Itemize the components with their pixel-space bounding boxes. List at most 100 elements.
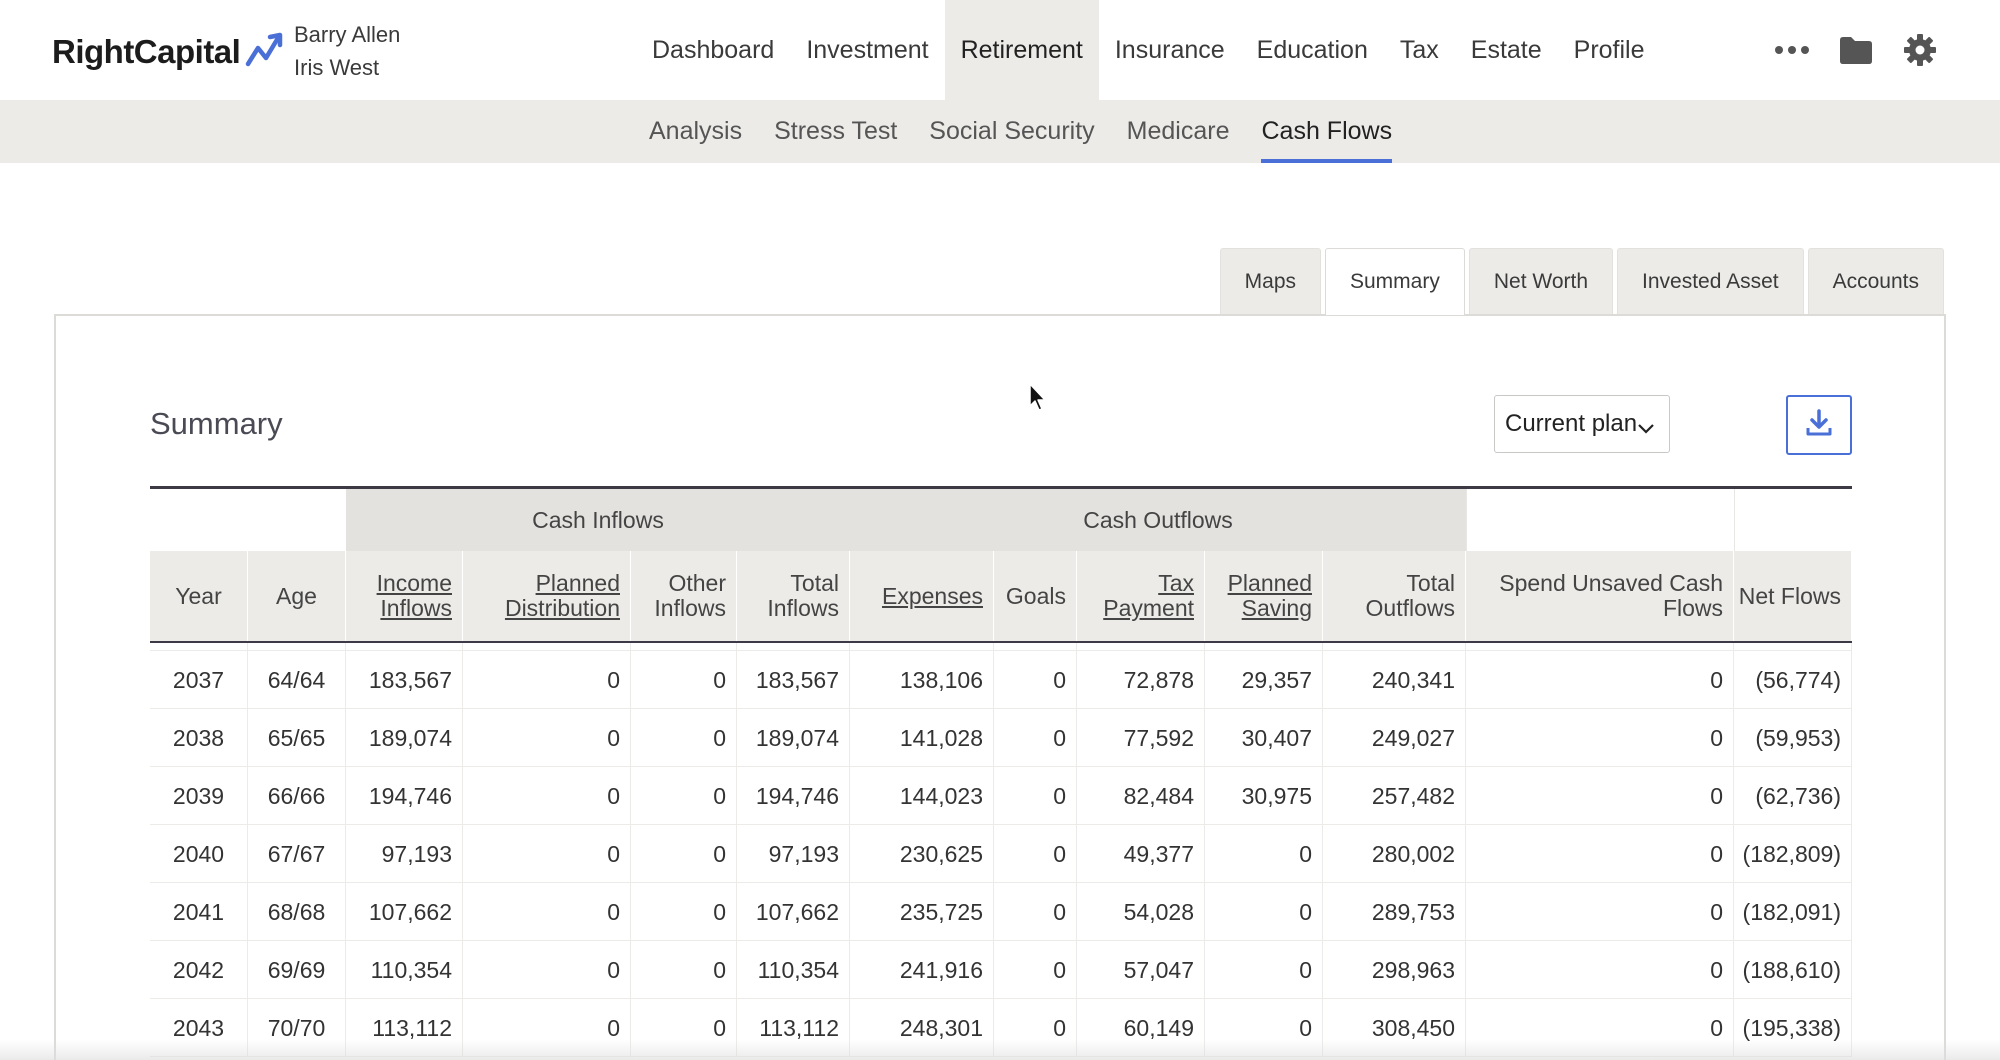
cell-goals: 0 (994, 825, 1077, 883)
plan-select[interactable]: Current plan (1494, 395, 1670, 453)
cell-other-inflows: 0 (631, 941, 737, 999)
cell-total-outflows: 280,002 (1323, 825, 1466, 883)
subnav-item-cash-flows[interactable]: Cash Flows (1245, 100, 1408, 163)
column-header-label: Income Inflows (376, 570, 452, 621)
table-row[interactable]: 2039 66/66 194,746 0 0 194,746 144,023 0 82,484 3… (150, 767, 1852, 825)
cell-goals: 0 (994, 999, 1077, 1057)
column-header-planned-saving[interactable]: Planned Saving (1205, 551, 1323, 641)
cell-goals: 0 (994, 709, 1077, 767)
cell-expenses: 230,625 (850, 825, 994, 883)
nav-item-insurance[interactable]: Insurance (1114, 35, 1225, 64)
table-row[interactable]: 2038 65/65 189,074 0 0 189,074 141,028 0 77,592 3… (150, 709, 1852, 767)
subnav-item-medicare[interactable]: Medicare (1126, 117, 1230, 145)
table-row[interactable]: 203663/63178,22000178,220135,235068,4952… (150, 643, 1852, 651)
table-row[interactable]: 2040 67/67 97,193 0 0 97,193 230,625 0 49,377 0 28… (150, 825, 1852, 883)
cell-planned-saving: 0 (1205, 883, 1323, 941)
cell-spend-unsaved-cash-flows: 0 (1466, 883, 1734, 941)
cell-expenses: 135,235 (850, 643, 994, 651)
cell-year: 2036 (150, 643, 248, 651)
folder-icon[interactable] (1832, 26, 1880, 74)
client-names[interactable]: Barry Allen Iris West (294, 18, 400, 84)
cell-planned-distribution: 0 (463, 767, 631, 825)
cell-planned-distribution: 0 (463, 651, 631, 709)
cell-tax-payment: 82,484 (1077, 767, 1205, 825)
cell-year: 2037 (150, 651, 248, 709)
cell-year: 2042 (150, 941, 248, 999)
column-header-label: Planned Saving (1227, 570, 1312, 621)
cell-tax-payment: 57,047 (1077, 941, 1205, 999)
column-header-income-inflows[interactable]: Income Inflows (346, 551, 463, 641)
nav-icon-group (1768, 26, 1960, 74)
nav-item-tax[interactable]: Tax (1399, 35, 1439, 64)
tab-maps[interactable]: Maps (1219, 248, 1321, 315)
column-header-label: Spend Unsaved Cash Flows (1499, 570, 1723, 621)
cell-expenses: 138,106 (850, 651, 994, 709)
column-header-tax-payment[interactable]: Tax Payment (1077, 551, 1205, 641)
cell-income-inflows: 178,220 (346, 643, 463, 651)
table-row[interactable]: 2037 64/64 183,567 0 0 183,567 138,106 0 72,878 2… (150, 651, 1852, 709)
cell-spend-unsaved-cash-flows: 0 (1466, 767, 1734, 825)
cell-total-inflows: 189,074 (737, 709, 850, 767)
subnav-item-analysis[interactable]: Analysis (649, 117, 743, 145)
tab-accounts[interactable]: Accounts (1807, 248, 1944, 315)
cell-planned-distribution: 0 (463, 709, 631, 767)
cell-spend-unsaved-cash-flows: 0 (1466, 825, 1734, 883)
column-header-age: Age (248, 551, 346, 641)
cell-total-inflows: 110,354 (737, 941, 850, 999)
gear-icon[interactable] (1896, 26, 1944, 74)
column-header-label: Expenses (881, 582, 983, 609)
table-body[interactable]: 203663/63178,22000178,220135,235068,4952… (150, 643, 1852, 1060)
nav-item-investment[interactable]: Investment (806, 35, 929, 64)
tab-net-worth[interactable]: Net Worth (1468, 248, 1614, 315)
cell-expenses: 241,916 (850, 941, 994, 999)
nav-item-dashboard[interactable]: Dashboard (652, 35, 775, 64)
nav-item-education[interactable]: Education (1256, 35, 1368, 64)
table-row[interactable]: 2041 68/68 107,662 0 0 107,662 235,725 0 54,028 0… (150, 883, 1852, 941)
group-header-divider (1734, 489, 1735, 551)
tab-summary[interactable]: Summary (1325, 248, 1465, 315)
column-header-label: Total Inflows (767, 570, 839, 621)
cell-total-outflows: 240,341 (1323, 651, 1466, 709)
cell-spend-unsaved-cash-flows: 0 (1466, 651, 1734, 709)
cell-year: 2040 (150, 825, 248, 883)
table-row[interactable]: 2042 69/69 110,354 0 0 110,354 241,916 0 57,047 0… (150, 941, 1852, 999)
panel-title: Summary (150, 406, 283, 441)
mouse-cursor-icon (1028, 382, 1048, 417)
cell-expenses: 248,301 (850, 999, 994, 1057)
cell-other-inflows: 0 (631, 651, 737, 709)
logo-text: RightCapital (52, 33, 241, 70)
table-row[interactable]: 2043 70/70 113,112 0 0 113,112 248,301 0 60,149 0… (150, 999, 1852, 1057)
cell-age: 63/63 (248, 643, 346, 651)
nav-item-profile[interactable]: Profile (1573, 35, 1645, 64)
cell-planned-saving: 0 (1205, 999, 1323, 1057)
app-logo[interactable]: RightCapital (52, 30, 288, 74)
plan-select-value: Current plan (1505, 410, 1638, 437)
nav-item-estate[interactable]: Estate (1470, 35, 1542, 64)
cell-age: 66/66 (248, 767, 346, 825)
more-icon[interactable] (1768, 26, 1816, 74)
nav-item-retirement[interactable]: Retirement (944, 0, 1099, 100)
cell-other-inflows: 0 (631, 883, 737, 941)
tab-invested-asset[interactable]: Invested Asset (1617, 248, 1804, 315)
cell-total-inflows: 183,567 (737, 651, 850, 709)
subnav-item-social-security[interactable]: Social Security (929, 117, 1095, 145)
download-button[interactable] (1786, 395, 1852, 455)
cell-age: 68/68 (248, 883, 346, 941)
table-top-rule (150, 486, 1852, 489)
cell-net-flows: (182,091) (1734, 883, 1852, 941)
group-header-divider (1466, 489, 1467, 551)
cell-year: 2041 (150, 883, 248, 941)
group-header-cash-outflows: Cash Outflows (850, 489, 1466, 551)
column-header-expenses[interactable]: Expenses (850, 551, 994, 641)
download-icon (1804, 408, 1834, 443)
column-header-label: Year (175, 582, 222, 609)
cell-other-inflows: 0 (631, 999, 737, 1057)
column-header-spend-unsaved-cash-flows: Spend Unsaved Cash Flows (1466, 551, 1734, 641)
cell-goals: 0 (994, 767, 1077, 825)
cell-spend-unsaved-cash-flows: 0 (1466, 709, 1734, 767)
cell-goals: 0 (994, 883, 1077, 941)
column-header-planned-distribution[interactable]: Planned Distribution (463, 551, 631, 641)
cell-income-inflows: 110,354 (346, 941, 463, 999)
cell-age: 67/67 (248, 825, 346, 883)
subnav-item-stress-test[interactable]: Stress Test (774, 117, 898, 145)
